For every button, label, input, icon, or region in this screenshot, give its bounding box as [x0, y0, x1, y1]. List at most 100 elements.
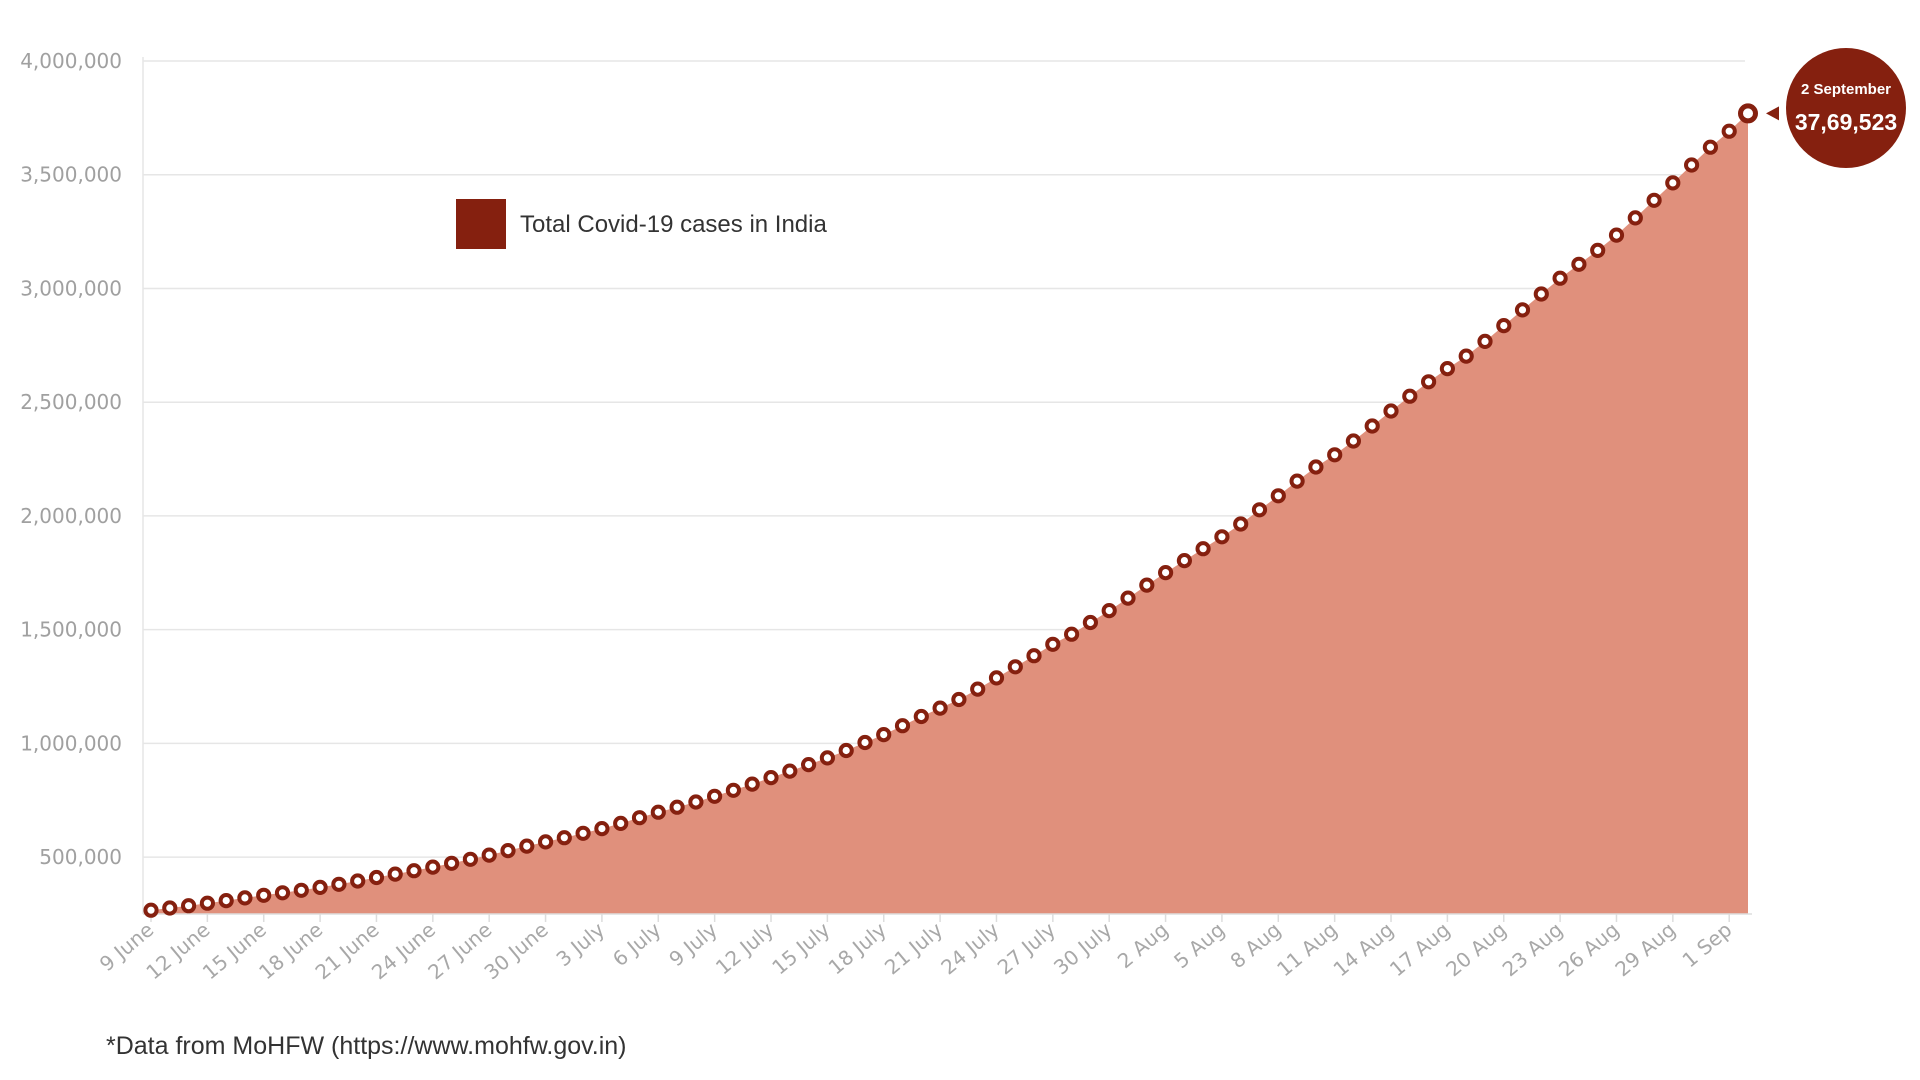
data-point [1514, 302, 1531, 318]
data-point [481, 847, 497, 863]
data-point [538, 834, 554, 850]
x-tick-label: 29 Aug [1610, 917, 1680, 981]
x-tick-label: 23 Aug [1498, 917, 1568, 981]
x-tick-label: 3 July [552, 917, 610, 971]
data-point [988, 670, 1005, 686]
data-point [1364, 418, 1380, 434]
data-point [162, 900, 178, 916]
y-tick-label: 4,000,000 [20, 49, 122, 73]
data-point [519, 838, 535, 854]
y-tick-label: 2,500,000 [20, 390, 122, 414]
data-point [1571, 256, 1587, 272]
data-point [1702, 139, 1719, 155]
data-point [1421, 374, 1437, 390]
x-tick-label: 2 Aug [1113, 917, 1173, 973]
data-point [1552, 270, 1568, 286]
data-point [763, 770, 779, 786]
data-point [801, 757, 817, 773]
y-axis-ticks: 4,000,000 3,500,000 3,000,000 2,500,000 2,00… [20, 49, 122, 869]
x-tick-label: 26 Aug [1554, 917, 1624, 981]
x-tick-label: 24 July [936, 917, 1003, 979]
data-point [1007, 659, 1023, 675]
x-tick-label: 21 July [880, 917, 947, 979]
data-point [1590, 242, 1606, 258]
data-point [406, 863, 422, 879]
data-point [1327, 447, 1343, 463]
data-point [744, 776, 760, 792]
data-point [819, 750, 836, 766]
data-point [1439, 361, 1456, 377]
data-point [462, 851, 478, 867]
data-point [1684, 157, 1700, 173]
data-point [1458, 348, 1474, 364]
gridlines [142, 57, 1745, 914]
data-point [181, 898, 197, 914]
data-point [1289, 473, 1305, 489]
data-point [594, 821, 610, 837]
data-point [1383, 403, 1399, 419]
data-point [293, 882, 309, 898]
x-tick-label: 18 July [824, 917, 891, 979]
data-point [951, 691, 967, 708]
y-tick-label: 1,500,000 [20, 618, 122, 642]
data-point [425, 859, 441, 875]
source-note: *Data from MoHFW (https://www.mohfw.gov.… [106, 1032, 627, 1060]
data-point [1721, 123, 1737, 139]
cases-area [151, 113, 1748, 914]
x-tick-label: 14 Aug [1329, 917, 1399, 981]
legend: Total Covid-19 cases in India [456, 199, 827, 249]
data-point [1233, 516, 1249, 532]
data-point [838, 742, 854, 759]
data-point [556, 830, 572, 846]
data-point [1402, 388, 1418, 404]
data-point [1101, 603, 1117, 619]
data-point [1045, 636, 1061, 652]
data-point [350, 873, 366, 889]
data-point [613, 815, 629, 832]
x-tick-label: 11 Aug [1272, 917, 1342, 981]
data-point [1195, 541, 1211, 557]
x-tick-label: 30 July [1049, 917, 1116, 979]
data-point [312, 879, 328, 896]
callout-pointer [1766, 106, 1779, 121]
x-tick-label: 27 July [993, 917, 1060, 979]
data-point [1064, 626, 1080, 642]
data-point [1082, 614, 1099, 631]
data-point [1139, 577, 1155, 593]
data-point [1270, 488, 1286, 504]
data-point [1026, 648, 1042, 664]
y-tick-label: 3,000,000 [20, 276, 122, 300]
x-tick-label: 6 July [608, 917, 666, 971]
data-point [631, 810, 648, 826]
data-point [199, 895, 215, 911]
data-point [650, 804, 666, 820]
data-point [1665, 175, 1681, 191]
legend-swatch [456, 199, 506, 249]
data-point [1646, 192, 1662, 208]
data-point [707, 788, 723, 804]
data-point [218, 893, 234, 909]
data-point [575, 825, 591, 841]
x-tick-label: 5 Aug [1169, 917, 1229, 973]
latest-value-callout: 2 September 37,69,523 [1766, 48, 1906, 168]
x-tick-label: 17 Aug [1385, 917, 1455, 981]
data-point [913, 708, 929, 725]
x-tick-label: 1 Sep [1678, 917, 1737, 972]
legend-label: Total Covid-19 cases in India [520, 211, 827, 238]
data-point [1251, 502, 1268, 518]
data-point [387, 866, 403, 882]
x-tick-label: 15 July [767, 917, 834, 979]
x-tick-label: 12 July [711, 917, 778, 979]
data-point [1308, 459, 1324, 475]
data-point [970, 681, 986, 697]
data-point [1533, 286, 1549, 302]
data-point [1608, 227, 1625, 243]
data-point [237, 890, 253, 906]
data-point [669, 799, 685, 815]
data-point [1120, 590, 1136, 606]
data-point [274, 885, 291, 901]
callout-date: 2 September [1801, 81, 1891, 98]
callout-bubble [1786, 48, 1906, 168]
data-point [725, 782, 742, 798]
